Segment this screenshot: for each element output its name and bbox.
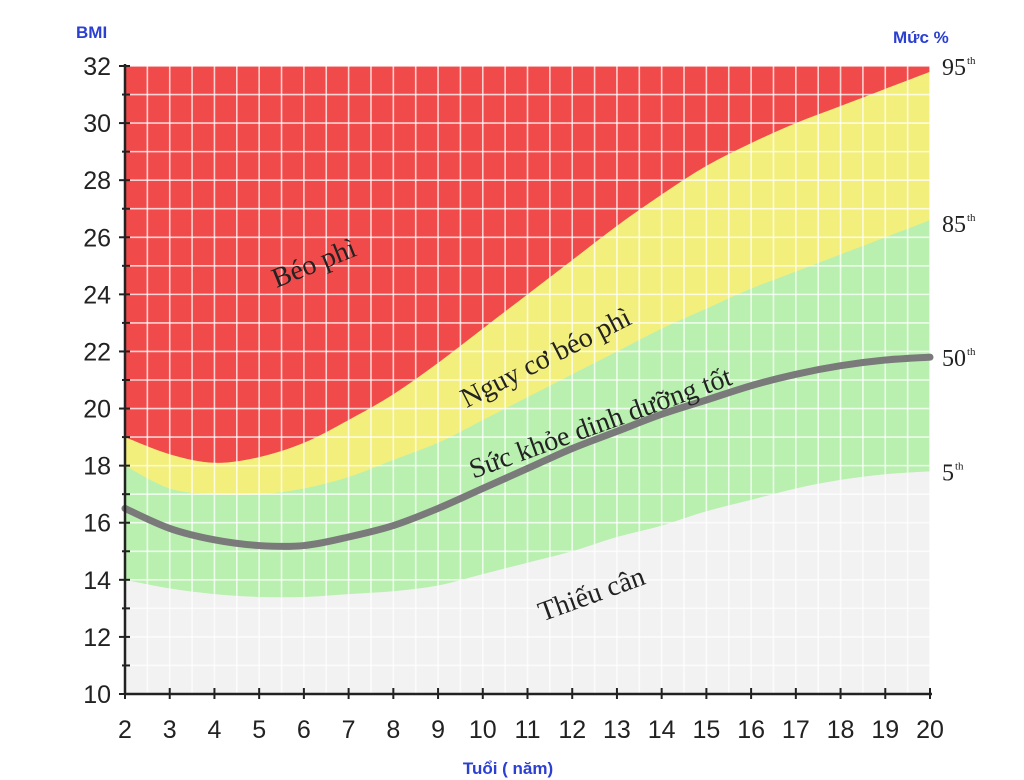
y-tick-labels: 10 12 14 16 18 20 22 24 26 28 30 32 — [83, 53, 111, 709]
y-tick-label: 18 — [83, 453, 111, 481]
x-tick-label: 5 — [252, 716, 266, 744]
percentile-label-suffix: th — [967, 55, 976, 67]
percentile-label-suffix: th — [967, 212, 976, 224]
x-tick-label: 4 — [207, 716, 221, 744]
x-tick-label: 14 — [648, 716, 676, 744]
y-tick-label: 32 — [83, 53, 111, 81]
x-tick-label: 11 — [515, 716, 541, 744]
y-tick-label: 24 — [83, 281, 111, 309]
x-axis-title: Tuổi ( năm) — [463, 759, 553, 778]
y-tick-label: 22 — [83, 338, 111, 366]
y-tick-label: 30 — [83, 110, 111, 138]
x-tick-label: 2 — [118, 716, 132, 744]
x-tick-label: 17 — [782, 716, 810, 744]
x-tick-labels: 2 3 4 5 6 7 8 9 10 11 12 13 14 15 16 17 18 19 20 — [118, 716, 944, 744]
chart-axes — [119, 64, 932, 699]
right-axis-title: Mức % — [893, 28, 949, 47]
chart-grid — [124, 65, 931, 695]
y-tick-label: 10 — [83, 681, 111, 709]
x-tick-label: 18 — [827, 716, 855, 744]
x-tick-label: 19 — [871, 716, 899, 744]
y-tick-label: 14 — [83, 567, 111, 595]
percentile-label: 5 — [942, 460, 954, 486]
y-tick-label: 26 — [83, 224, 111, 252]
x-tick-label: 15 — [692, 716, 720, 744]
percentile-label: 50 — [942, 346, 966, 372]
x-tick-label: 16 — [737, 716, 765, 744]
x-tick-label: 9 — [431, 716, 445, 744]
x-tick-label: 3 — [163, 716, 177, 744]
x-tick-label: 10 — [469, 716, 497, 744]
x-tick-label: 7 — [342, 716, 356, 744]
x-tick-label: 8 — [386, 716, 400, 744]
y-tick-label: 28 — [83, 167, 111, 195]
x-tick-label: 12 — [558, 716, 586, 744]
percentile-label-suffix: th — [967, 346, 976, 358]
x-tick-label: 13 — [603, 716, 631, 744]
percentile-label: 85 — [942, 212, 966, 238]
x-tick-label: 6 — [297, 716, 311, 744]
y-axis-title: BMI — [76, 23, 107, 42]
x-tick-label: 20 — [916, 716, 944, 744]
percentile-label-suffix: th — [955, 460, 964, 472]
median-line-group — [121, 353, 934, 550]
median-50th-line — [121, 353, 934, 550]
y-tick-label: 20 — [83, 396, 111, 424]
y-tick-label: 16 — [83, 510, 111, 538]
percentile-label: 95 — [942, 55, 966, 81]
y-tick-label: 12 — [83, 624, 111, 652]
